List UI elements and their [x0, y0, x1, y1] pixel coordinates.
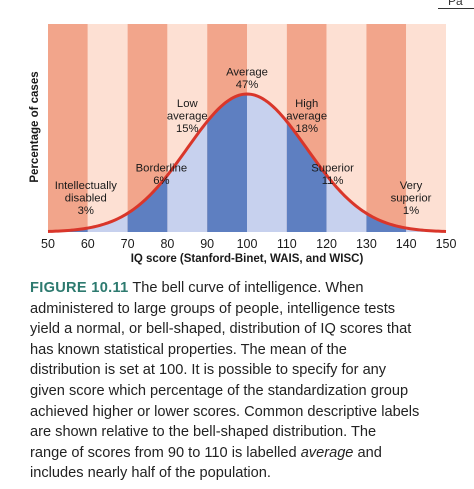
- background-band: [366, 24, 407, 232]
- background-band: [87, 24, 128, 232]
- page-corner-rule: [438, 8, 474, 9]
- caption-line-4: has known statistical properties. The me…: [30, 341, 347, 358]
- category-label-low-average: Low: [177, 98, 199, 110]
- x-tick-label: 140: [396, 237, 417, 251]
- figure-caption: FIGURE 10.11 The bell curve of intellige…: [30, 278, 460, 484]
- curve-fill-band: [207, 94, 247, 232]
- x-tick-label: 110: [277, 237, 297, 251]
- category-label-high-average: 18%: [295, 123, 318, 135]
- category-label-borderline: 6%: [153, 175, 169, 187]
- x-tick-label: 80: [160, 237, 174, 251]
- caption-line-8: are shown relative to the bell-shaped di…: [30, 424, 377, 441]
- page-corner-text: Pa: [448, 0, 463, 8]
- caption-line-3: yield a normal, or bell-shaped, distribu…: [30, 321, 412, 338]
- background-band: [48, 24, 88, 232]
- caption-line-1: FIGURE 10.11 The bell curve of intellige…: [30, 280, 364, 296]
- x-tick-label: 50: [41, 237, 55, 251]
- category-label-disabled: Intellectually: [55, 180, 118, 192]
- category-label-low-average: average: [167, 111, 208, 123]
- category-label-very-superior: Very: [400, 180, 423, 192]
- category-labels: Intellectuallydisabled3%Borderline6%Lowa…: [55, 67, 432, 218]
- category-label-superior: 11%: [322, 175, 344, 187]
- x-tick-label: 70: [121, 237, 135, 251]
- category-label-high-average: High: [295, 98, 318, 110]
- x-tick-label: 120: [316, 237, 337, 251]
- curve-fill-band: [247, 94, 287, 232]
- category-label-disabled: 3%: [78, 205, 94, 217]
- category-label-low-average: 15%: [176, 123, 199, 135]
- average-emphasis: average: [300, 444, 354, 461]
- caption-line-6: given score which percentage of the stan…: [30, 382, 409, 399]
- caption-line-5: distribution is set at 100. It is possib…: [30, 362, 387, 379]
- x-tick-label: 90: [200, 237, 214, 251]
- caption-line-9: range of scores from 90 to 110 is labell…: [30, 444, 382, 461]
- caption-line-2: administered to large groups of people, …: [30, 300, 396, 317]
- x-tick-label: 60: [81, 237, 95, 251]
- x-tick-label: 130: [356, 237, 377, 251]
- category-label-superior: Superior: [311, 163, 354, 175]
- figure-label: FIGURE 10.11: [30, 280, 129, 296]
- category-label-average: Average: [226, 67, 268, 79]
- category-label-disabled: disabled: [65, 193, 107, 205]
- y-axis-label: Percentage of cases: [29, 71, 41, 182]
- x-tick-labels: 50 60 70 80 90 100 110 120 130 140 150: [41, 237, 456, 251]
- category-label-very-superior: superior: [391, 193, 432, 205]
- bell-curve-chart: Intellectuallydisabled3%Borderline6%Lowa…: [29, 24, 456, 265]
- bell-curve-line: [47, 92, 447, 233]
- x-tick-label: 150: [436, 237, 457, 251]
- x-axis-label: IQ score (Stanford-Binet, WAIS, and WISC…: [131, 253, 364, 265]
- background-band: [406, 24, 446, 232]
- category-label-average: 47%: [236, 79, 259, 91]
- x-tick-label: 100: [237, 237, 258, 251]
- category-label-borderline: Borderline: [136, 163, 188, 175]
- caption-line-7: achieved higher or lower scores. Common …: [30, 403, 420, 420]
- category-label-high-average: average: [286, 111, 327, 123]
- category-label-very-superior: 1%: [403, 205, 419, 217]
- caption-line-10: includes nearly half of the population.: [30, 465, 271, 482]
